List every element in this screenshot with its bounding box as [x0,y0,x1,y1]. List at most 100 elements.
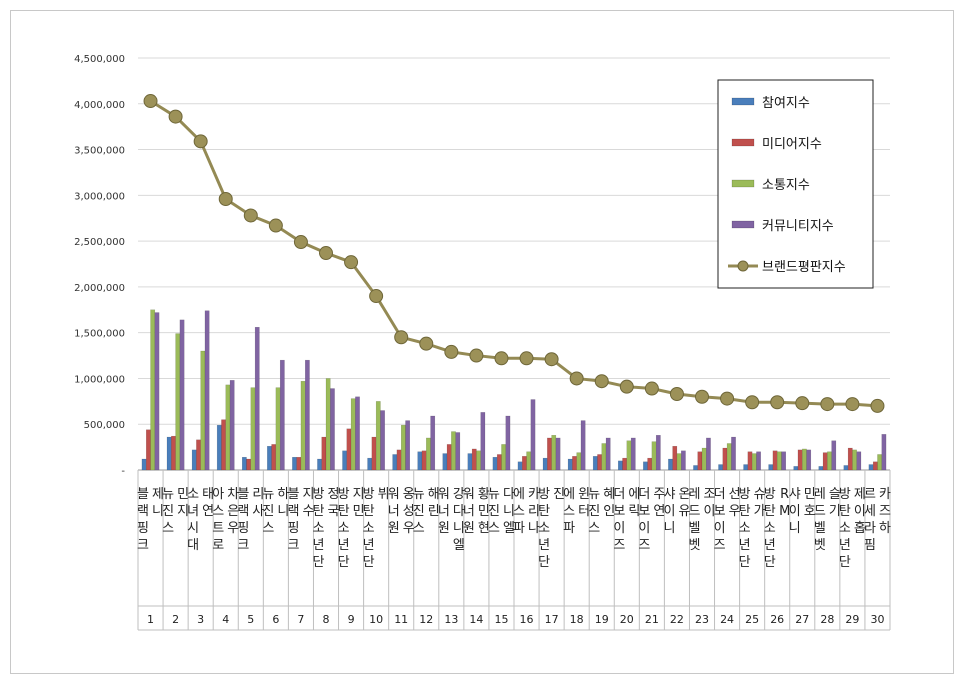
category-label-char: 스 [212,504,224,519]
rank-label: 1 [147,613,154,626]
category-label-char: 강 [453,487,465,502]
category-label-char: 니 [663,521,675,536]
category-label-char: 레 [689,487,701,502]
legend-swatch [731,138,755,147]
category-label-char: 니 [277,504,289,519]
category-label-char: 태 [202,487,214,502]
point-브랜드평판지수-2 [168,109,183,124]
category-label-char: 윈 [578,487,590,502]
rank-label: 15 [494,613,508,626]
bar-미디어지수-5 [246,458,252,471]
bar-소통지수-12 [426,437,431,471]
bar-미디어지수-7 [296,456,302,471]
rank-label: 22 [670,613,684,626]
category-label-char: 카 [879,487,891,502]
category-label-char: 방 [839,487,851,502]
category-label-char: 즈 [714,538,726,553]
category-label-char: 샤 [663,487,675,502]
category-label-char: 진 [262,504,274,519]
category-label-char: 보 [714,504,726,519]
bar-미디어지수-8 [321,436,327,471]
point-브랜드평판지수-16 [519,351,534,366]
legend-swatch [731,220,755,229]
category-label-char: 르 [864,487,876,502]
category-label-char: 인 [603,504,615,519]
y-tick-label: 500,000 [84,420,125,431]
bar-소통지수-18 [576,452,582,471]
category-label-char: 뉴 [413,487,425,502]
bar-커뮤니티지수-7 [305,359,310,471]
category-label-char: 샤 [789,487,801,502]
y-tick-label: 3,500,000 [74,146,125,157]
category-label-char: 사 [252,504,264,519]
bar-참여지수-29 [843,465,849,471]
y-tick-label: 4,000,000 [74,100,125,111]
category-label-char: 연 [653,504,665,519]
rank-label: 30 [870,613,884,626]
rank-label: 26 [770,613,784,626]
category-label-char: 홉 [854,521,866,536]
point-브랜드평판지수-13 [444,344,459,359]
category-label-char: 랙 [237,504,249,519]
category-label-char: 우 [729,504,741,519]
category-label-char: 소 [187,487,199,502]
point-브랜드평판지수-10 [369,289,384,304]
category-label-char: 크 [237,538,249,553]
rank-label: 7 [297,613,304,626]
category-label-char: 탄 [764,504,776,519]
category-label-char: 다 [503,487,515,502]
bar-소통지수-1 [150,309,156,471]
y-tick-label: 2,500,000 [74,237,125,248]
legend-entry: 브랜드평판지수 [762,260,846,275]
category-label-char: 민 [478,504,490,519]
bar-소통지수-30 [877,454,882,471]
rank-label: 2 [172,613,179,626]
category-label-char: 혜 [603,487,615,502]
category-label-char: 기 [829,504,841,519]
rank-label: 9 [348,613,355,626]
bar-커뮤니티지수-13 [455,432,461,471]
legend-entry: 참여지수 [762,96,810,111]
category-label-char: 이 [854,504,866,519]
rank-label: 23 [695,613,709,626]
bar-미디어지수-13 [446,444,452,471]
bar-소통지수-26 [777,451,782,471]
y-tick-label: - [121,466,125,477]
rank-label: 13 [444,613,458,626]
point-브랜드평판지수-17 [544,352,559,367]
rank-label: 6 [272,613,279,626]
category-label-char: 너 [463,504,475,519]
category-label-char: 니 [789,521,801,536]
rank-label: 28 [820,613,834,626]
point-브랜드평판지수-7 [293,235,308,250]
bar-참여지수-28 [818,466,824,471]
bar-참여지수-3 [191,449,197,471]
category-label-char: 벨 [689,521,701,536]
bar-커뮤니티지수-1 [154,312,160,471]
category-label-char: 스 [262,521,274,536]
category-label-char: 온 [678,487,690,502]
bar-미디어지수-6 [271,444,277,471]
point-브랜드평판지수-18 [569,371,584,386]
category-label-char: 파 [563,521,575,536]
bar-커뮤니티지수-14 [480,412,486,471]
category-label-char: 현 [478,521,490,536]
rank-label: 29 [845,613,859,626]
category-label-char: 탄 [363,504,375,519]
bar-소통지수-23 [701,447,707,471]
category-label-char: 하 [879,521,891,536]
category-label-char: 수 [302,504,314,519]
bar-커뮤니티지수-3 [204,310,210,471]
category-label-char: 원 [388,521,400,536]
point-브랜드평판지수-4 [218,191,233,206]
category-label-char: 니 [503,504,515,519]
bar-참여지수-20 [618,460,623,471]
rank-label: 16 [520,613,534,626]
category-label-char: 랙 [137,504,149,519]
category-label-char: 옹 [403,487,415,502]
bar-커뮤니티지수-25 [756,451,761,471]
category-label-char: 소 [313,521,325,536]
bar-소통지수-13 [451,431,456,471]
bar-커뮤니티지수-9 [355,396,360,471]
point-브랜드평판지수-6 [268,218,283,233]
